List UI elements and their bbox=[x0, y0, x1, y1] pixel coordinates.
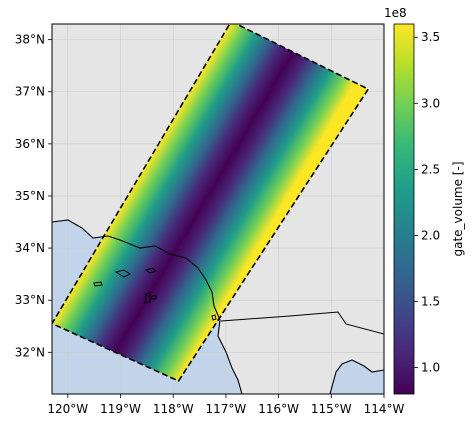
x-tick-label: 119°W bbox=[100, 402, 141, 416]
island bbox=[151, 295, 157, 300]
colorbar-multiplier: 1e8 bbox=[384, 6, 407, 20]
colorbar-label: gate_volume [-] bbox=[451, 161, 465, 256]
colorbar-frame bbox=[393, 23, 415, 395]
map-frame bbox=[51, 23, 385, 395]
x-tick-label: 115°W bbox=[311, 402, 352, 416]
y-tick-label: 35°N bbox=[15, 189, 45, 203]
island bbox=[93, 281, 103, 287]
islands bbox=[93, 267, 217, 321]
map-area bbox=[52, 24, 384, 394]
y-tick-label: 34°N bbox=[15, 241, 45, 255]
x-tick-label: 117°W bbox=[206, 402, 247, 416]
x-axis-ticks: 120°W 119°W 118°W 117°W 116°W 115°W 114°W bbox=[47, 394, 405, 416]
island bbox=[144, 292, 151, 304]
ocean-gulf bbox=[330, 360, 384, 394]
colorbar-ticks: 1.0 1.5 2.0 2.5 3.0 3.5 bbox=[414, 30, 440, 375]
x-tick-label: 120°W bbox=[47, 402, 88, 416]
colorbar-tick-label: 2.0 bbox=[421, 228, 440, 242]
y-tick-label: 37°N bbox=[15, 85, 45, 99]
colorbar-tick-label: 2.5 bbox=[421, 162, 440, 176]
gate-volume-swath bbox=[52, 24, 369, 381]
y-tick-label: 36°N bbox=[15, 137, 45, 151]
y-tick-label: 38°N bbox=[15, 33, 45, 47]
y-tick-label: 33°N bbox=[15, 293, 45, 307]
colorbar-tick-label: 1.0 bbox=[421, 361, 440, 375]
coastline bbox=[52, 219, 243, 394]
y-axis-ticks: 32°N 33°N 34°N 35°N 36°N 37°N 38°N bbox=[15, 33, 52, 359]
colorbar-tick-label: 1.5 bbox=[421, 295, 440, 309]
colorbar-tick-label: 3.5 bbox=[421, 30, 440, 44]
island bbox=[114, 269, 131, 278]
x-tick-label: 118°W bbox=[153, 402, 194, 416]
y-tick-label: 32°N bbox=[15, 345, 45, 359]
island bbox=[211, 314, 217, 321]
swath-border bbox=[52, 24, 370, 383]
island bbox=[144, 267, 158, 274]
x-tick-label: 116°W bbox=[258, 402, 299, 416]
colorbar-gradient bbox=[394, 24, 414, 394]
colorbar-tick-label: 3.0 bbox=[421, 96, 440, 110]
gulf-coastline bbox=[329, 359, 384, 394]
border bbox=[220, 311, 384, 335]
colorbar: 1.0 1.5 2.0 2.5 3.0 3.5 1e8 gate_volume [-] bbox=[384, 6, 465, 395]
x-tick-label: 114°W bbox=[364, 402, 405, 416]
